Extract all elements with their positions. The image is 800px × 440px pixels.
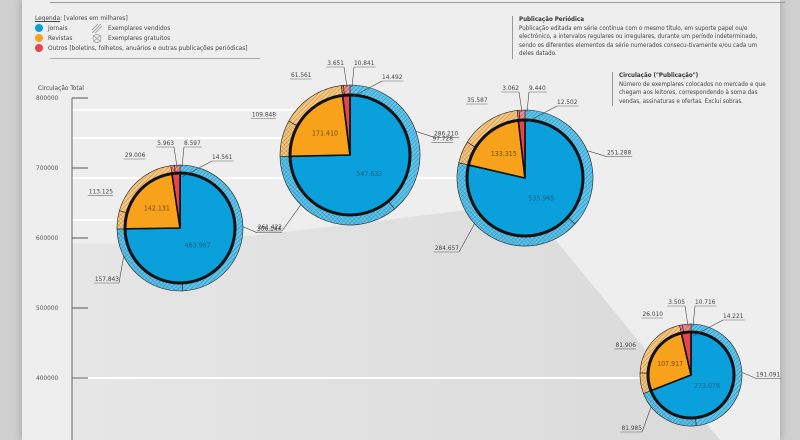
value-label: 81.906 bbox=[616, 341, 637, 349]
leader-line bbox=[281, 204, 302, 232]
value-label: 251.288 bbox=[607, 149, 631, 157]
revistas-value-label: 142.131 bbox=[144, 204, 170, 212]
y-tick-label: 800000 bbox=[36, 94, 59, 102]
pie-3: 535.945 133.315 251.288 284.657 97.728 35.587… bbox=[431, 84, 633, 253]
note-title: Publicação Periódica bbox=[519, 16, 584, 23]
value-label: 81.985 bbox=[622, 424, 643, 432]
leader-line bbox=[692, 305, 696, 327]
value-label: 26.010 bbox=[642, 310, 663, 318]
jornais-value-label: 463.987 bbox=[185, 241, 211, 249]
revistas-value-label: 107.917 bbox=[657, 360, 683, 368]
y-tick-label: 400000 bbox=[36, 374, 59, 382]
value-label: 3.505 bbox=[668, 298, 685, 306]
value-label: 306.144 bbox=[257, 225, 281, 233]
note-body: Publicação editada em série contínua com… bbox=[519, 24, 758, 58]
leader-line bbox=[526, 105, 558, 123]
value-label: 8.597 bbox=[184, 139, 201, 147]
background-area bbox=[72, 202, 778, 440]
leader-line bbox=[351, 80, 383, 98]
value-label: 261.422 bbox=[258, 223, 282, 231]
jornais-value-label: 535.945 bbox=[528, 194, 554, 202]
leader-line bbox=[692, 319, 724, 337]
value-label: 109.848 bbox=[252, 111, 276, 119]
inner-ring-border bbox=[123, 171, 237, 285]
legend-title: Legenda: [valores em milhares] bbox=[35, 14, 128, 22]
leader-line bbox=[684, 305, 689, 327]
value-label: 14.221 bbox=[723, 312, 744, 320]
pie-1: 463.987 142.131 306.144 157.843 113.125 29.00… bbox=[87, 139, 283, 292]
value-label: 10.716 bbox=[695, 298, 716, 306]
leader-line bbox=[118, 256, 124, 284]
legend-item-revistas: Revistas Exemplares gratuitos bbox=[35, 33, 248, 43]
leader-line bbox=[181, 160, 213, 178]
leader-line bbox=[343, 66, 348, 88]
legend-item-outros: Outros [boletins, folhetos, anuários e o… bbox=[35, 43, 248, 53]
jornais-color-icon bbox=[35, 24, 43, 32]
value-label: 97.728 bbox=[433, 135, 454, 143]
leader-line bbox=[641, 406, 652, 433]
y-tick-label: 700000 bbox=[36, 164, 59, 172]
jornais-value-label: 273.076 bbox=[694, 382, 720, 390]
crosshatch-icon bbox=[92, 33, 102, 43]
note-circulacao: Circulação ("Publicação") Número de exem… bbox=[612, 72, 767, 107]
note-publicacao-periodica: Publicação Periódica Publicação editada … bbox=[512, 16, 769, 59]
diagonal-hatch-icon bbox=[92, 23, 102, 33]
leader-line bbox=[518, 91, 523, 113]
revistas-color-icon bbox=[35, 34, 43, 42]
leader-line bbox=[526, 91, 530, 113]
top-divider bbox=[50, 2, 785, 3]
value-label: 5.963 bbox=[157, 139, 174, 147]
revistas-value-label: 171.410 bbox=[312, 129, 338, 137]
leader-line bbox=[415, 131, 435, 138]
value-label: 12.502 bbox=[557, 98, 578, 106]
leader-line bbox=[587, 150, 608, 158]
value-label: 10.841 bbox=[354, 59, 375, 67]
legend-item-jornais: Jornais Exemplares vendidos bbox=[35, 23, 248, 33]
value-label: 3.651 bbox=[327, 59, 344, 67]
value-label: 14.492 bbox=[382, 73, 403, 81]
note-body: Número de exemplares colocados no mercad… bbox=[619, 80, 766, 105]
value-label: 3.062 bbox=[502, 84, 519, 92]
pie-4: 273.076 107.917 191.091 81.985 81.906 26.010 3… bbox=[614, 298, 782, 433]
legend-divider bbox=[50, 58, 260, 59]
inner-ring-border bbox=[646, 330, 736, 420]
leader-line bbox=[173, 146, 178, 168]
y-axis-label: Circulação Total bbox=[38, 84, 84, 92]
value-label: 284.657 bbox=[435, 244, 459, 252]
leader-line bbox=[458, 223, 475, 253]
y-tick-label: 600000 bbox=[36, 234, 59, 242]
outros-color-icon bbox=[35, 44, 43, 52]
value-label: 157.843 bbox=[95, 275, 119, 283]
value-label: 29.006 bbox=[125, 151, 146, 159]
leader-line bbox=[741, 372, 757, 379]
value-label: 14.561 bbox=[212, 153, 233, 161]
value-label: 113.125 bbox=[89, 187, 113, 195]
value-label: 9.440 bbox=[529, 84, 546, 92]
value-label: 286.210 bbox=[434, 129, 458, 137]
value-label: 35.587 bbox=[467, 96, 488, 104]
note-title: Circulação ("Publicação") bbox=[619, 72, 699, 79]
y-tick-label: 500000 bbox=[36, 304, 59, 312]
jornais-value-label: 547.632 bbox=[356, 170, 382, 178]
revistas-value-label: 133.315 bbox=[491, 150, 517, 158]
value-label: 61.561 bbox=[291, 71, 312, 79]
leader-line bbox=[242, 226, 258, 233]
leader-line bbox=[351, 66, 355, 88]
pie-2: 547.632 171.410 286.210 261.422 109.848 61.56… bbox=[250, 59, 460, 232]
inner-ring-border bbox=[288, 93, 412, 217]
legend: Legenda: [valores em milhares] Jornais E… bbox=[35, 13, 248, 53]
value-label: 191.091 bbox=[756, 370, 780, 378]
inner-ring-border bbox=[465, 118, 585, 238]
leader-line bbox=[181, 146, 185, 168]
